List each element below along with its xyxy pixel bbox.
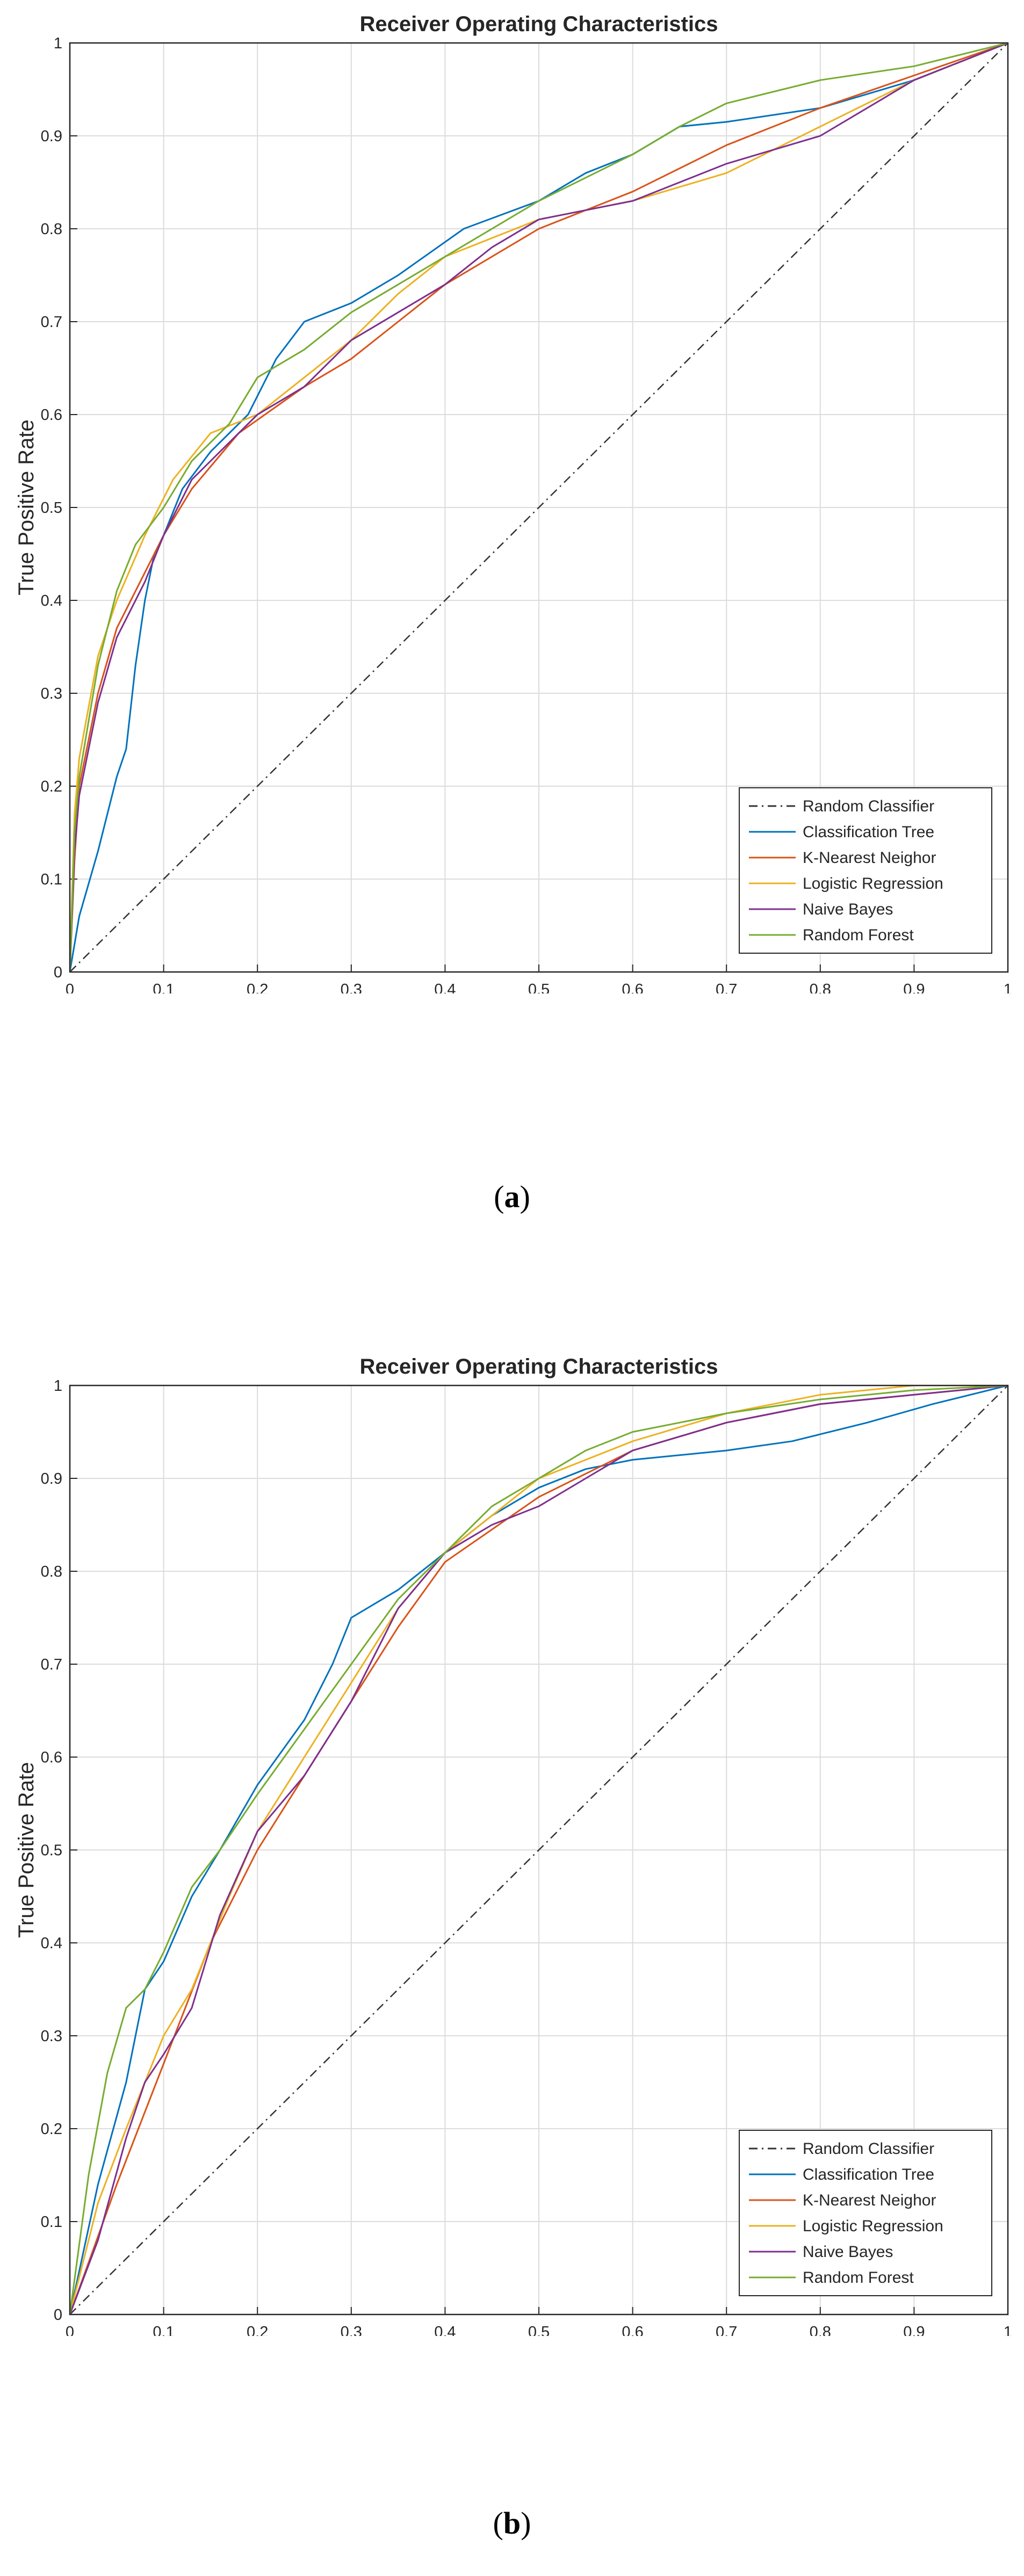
y-tick-label: 0 xyxy=(54,2306,62,2324)
y-axis-label: True Positive Rate xyxy=(15,419,38,596)
series-line-logistic-regression xyxy=(70,43,1008,972)
legend-label-random-forest: Random Forest xyxy=(803,2269,914,2287)
legend-label-naive-bayes: Naive Bayes xyxy=(803,2243,893,2261)
y-tick-label: 0.9 xyxy=(41,128,62,145)
series-line-random-forest xyxy=(70,43,1008,972)
y-tick-label: 1 xyxy=(54,35,62,52)
legend-label-k-nearest-neighor: K-Nearest Neighor xyxy=(803,2192,936,2209)
legend-label-k-nearest-neighor: K-Nearest Neighor xyxy=(803,849,936,867)
y-tick-label: 0.4 xyxy=(41,1935,62,1952)
y-tick-label: 0.8 xyxy=(41,221,62,238)
legend-label-classification-tree: Classification Tree xyxy=(803,2166,934,2183)
y-tick-label: 0.3 xyxy=(41,2028,62,2045)
x-tick-label: 0.1 xyxy=(153,981,174,993)
x-tick-label: 0.9 xyxy=(903,981,925,993)
series-group xyxy=(70,1385,1008,2314)
series-group xyxy=(70,43,1008,972)
legend-box xyxy=(739,787,992,954)
series-line-random-classifier xyxy=(70,1385,1008,2314)
chart-title: Receiver Operating Characteristics xyxy=(360,12,718,36)
x-tick-label: 0 xyxy=(66,2324,74,2336)
y-tick-label: 0.9 xyxy=(41,1470,62,1487)
x-tick-label: 0.5 xyxy=(528,981,550,993)
legend: Random Classifier Classification Tree K-Ne… xyxy=(739,2130,992,2296)
x-tick-label: 0.2 xyxy=(247,2324,268,2336)
y-tick-label: 0.7 xyxy=(41,1656,62,1673)
roc-chart-a: 0 0.1 0.2 0.3 0.4 0.5 0.6 0.7 0.8 0.9 1 0 0.1 0.2 0.3 0… xyxy=(15,12,1012,993)
x-tick-label: 0.6 xyxy=(622,981,643,993)
series-line-naive-bayes xyxy=(70,1385,1008,2314)
x-tick-label: 1 xyxy=(1004,981,1012,993)
legend-label-random-classifier: Random Classifier xyxy=(803,2140,934,2158)
figure-panel-a: 0 0.1 0.2 0.3 0.4 0.5 0.6 0.7 0.8 0.9 1 0 0.1 0.2 0.3 0… xyxy=(0,0,1024,1214)
x-tick-label: 0.9 xyxy=(903,2324,925,2336)
y-tick-label: 0.3 xyxy=(41,685,62,702)
chart-title: Receiver Operating Characteristics xyxy=(360,1355,718,1378)
legend-label-naive-bayes: Naive Bayes xyxy=(803,901,893,918)
y-tick-label: 0.8 xyxy=(41,1563,62,1580)
axes-box xyxy=(69,1384,1009,2316)
y-tick-label: 0.2 xyxy=(41,778,62,795)
x-tick-label: 0.5 xyxy=(528,2324,550,2336)
x-tick-label: 0.2 xyxy=(247,981,268,993)
x-tick-label: 0 xyxy=(66,981,74,993)
legend-label-classification-tree: Classification Tree xyxy=(803,823,934,841)
x-tick-label: 0.7 xyxy=(716,981,737,993)
series-line-random-forest xyxy=(70,1385,1008,2314)
y-tick-label: 0.6 xyxy=(41,407,62,424)
x-tick-label: 1 xyxy=(1004,2324,1012,2336)
legend-label-logistic-regression: Logistic Regression xyxy=(803,875,943,892)
caption-b: (b) xyxy=(493,2506,531,2541)
x-tick-label: 0.3 xyxy=(341,2324,362,2336)
y-tick-label: 0.2 xyxy=(41,2121,62,2138)
y-axis-label: True Positive Rate xyxy=(15,1762,38,1938)
caption-b-label: b xyxy=(503,2506,521,2541)
roc-chart-b: 0 0.1 0.2 0.3 0.4 0.5 0.6 0.7 0.8 0.9 1 0 0.1 0.2 0.3 0… xyxy=(15,1355,1012,2336)
x-tick-label: 0.1 xyxy=(153,2324,174,2336)
legend: Random Classifier Classification Tree K-Ne… xyxy=(739,787,992,954)
y-tick-label: 0.7 xyxy=(41,314,62,331)
figure-panel-b: 0 0.1 0.2 0.3 0.4 0.5 0.6 0.7 0.8 0.9 1 0 0.1 0.2 0.3 0… xyxy=(0,1343,1024,2541)
y-tick-label: 0.1 xyxy=(41,2214,62,2231)
y-tick-label: 0.1 xyxy=(41,871,62,888)
caption-a-label: a xyxy=(504,1179,520,1214)
legend-label-logistic-regression: Logistic Regression xyxy=(803,2217,943,2235)
x-tick-label: 0.4 xyxy=(434,2324,456,2336)
legend-label-random-classifier: Random Classifier xyxy=(803,797,934,815)
legend-label-random-forest: Random Forest xyxy=(803,926,914,944)
y-tick-label: 0.5 xyxy=(41,1842,62,1859)
y-tick-label: 1 xyxy=(54,1377,62,1395)
x-tick-label: 0.7 xyxy=(716,2324,737,2336)
x-tick-label: 0.4 xyxy=(434,981,456,993)
series-line-random-classifier xyxy=(70,43,1008,972)
series-line-naive-bayes xyxy=(70,43,1008,972)
x-tick-label: 0.6 xyxy=(622,2324,643,2336)
y-tick-label: 0 xyxy=(54,964,62,981)
x-tick-label: 0.8 xyxy=(810,2324,831,2336)
x-tick-label: 0.3 xyxy=(341,981,362,993)
y-tick-label: 0.5 xyxy=(41,499,62,517)
caption-a: (a) xyxy=(494,1179,530,1214)
y-tick-label: 0.4 xyxy=(41,592,62,609)
series-line-classification-tree xyxy=(70,1385,1008,2314)
legend-box xyxy=(739,2130,992,2296)
x-tick-label: 0.8 xyxy=(810,981,831,993)
y-tick-label: 0.6 xyxy=(41,1749,62,1766)
axes-box xyxy=(69,42,1009,973)
